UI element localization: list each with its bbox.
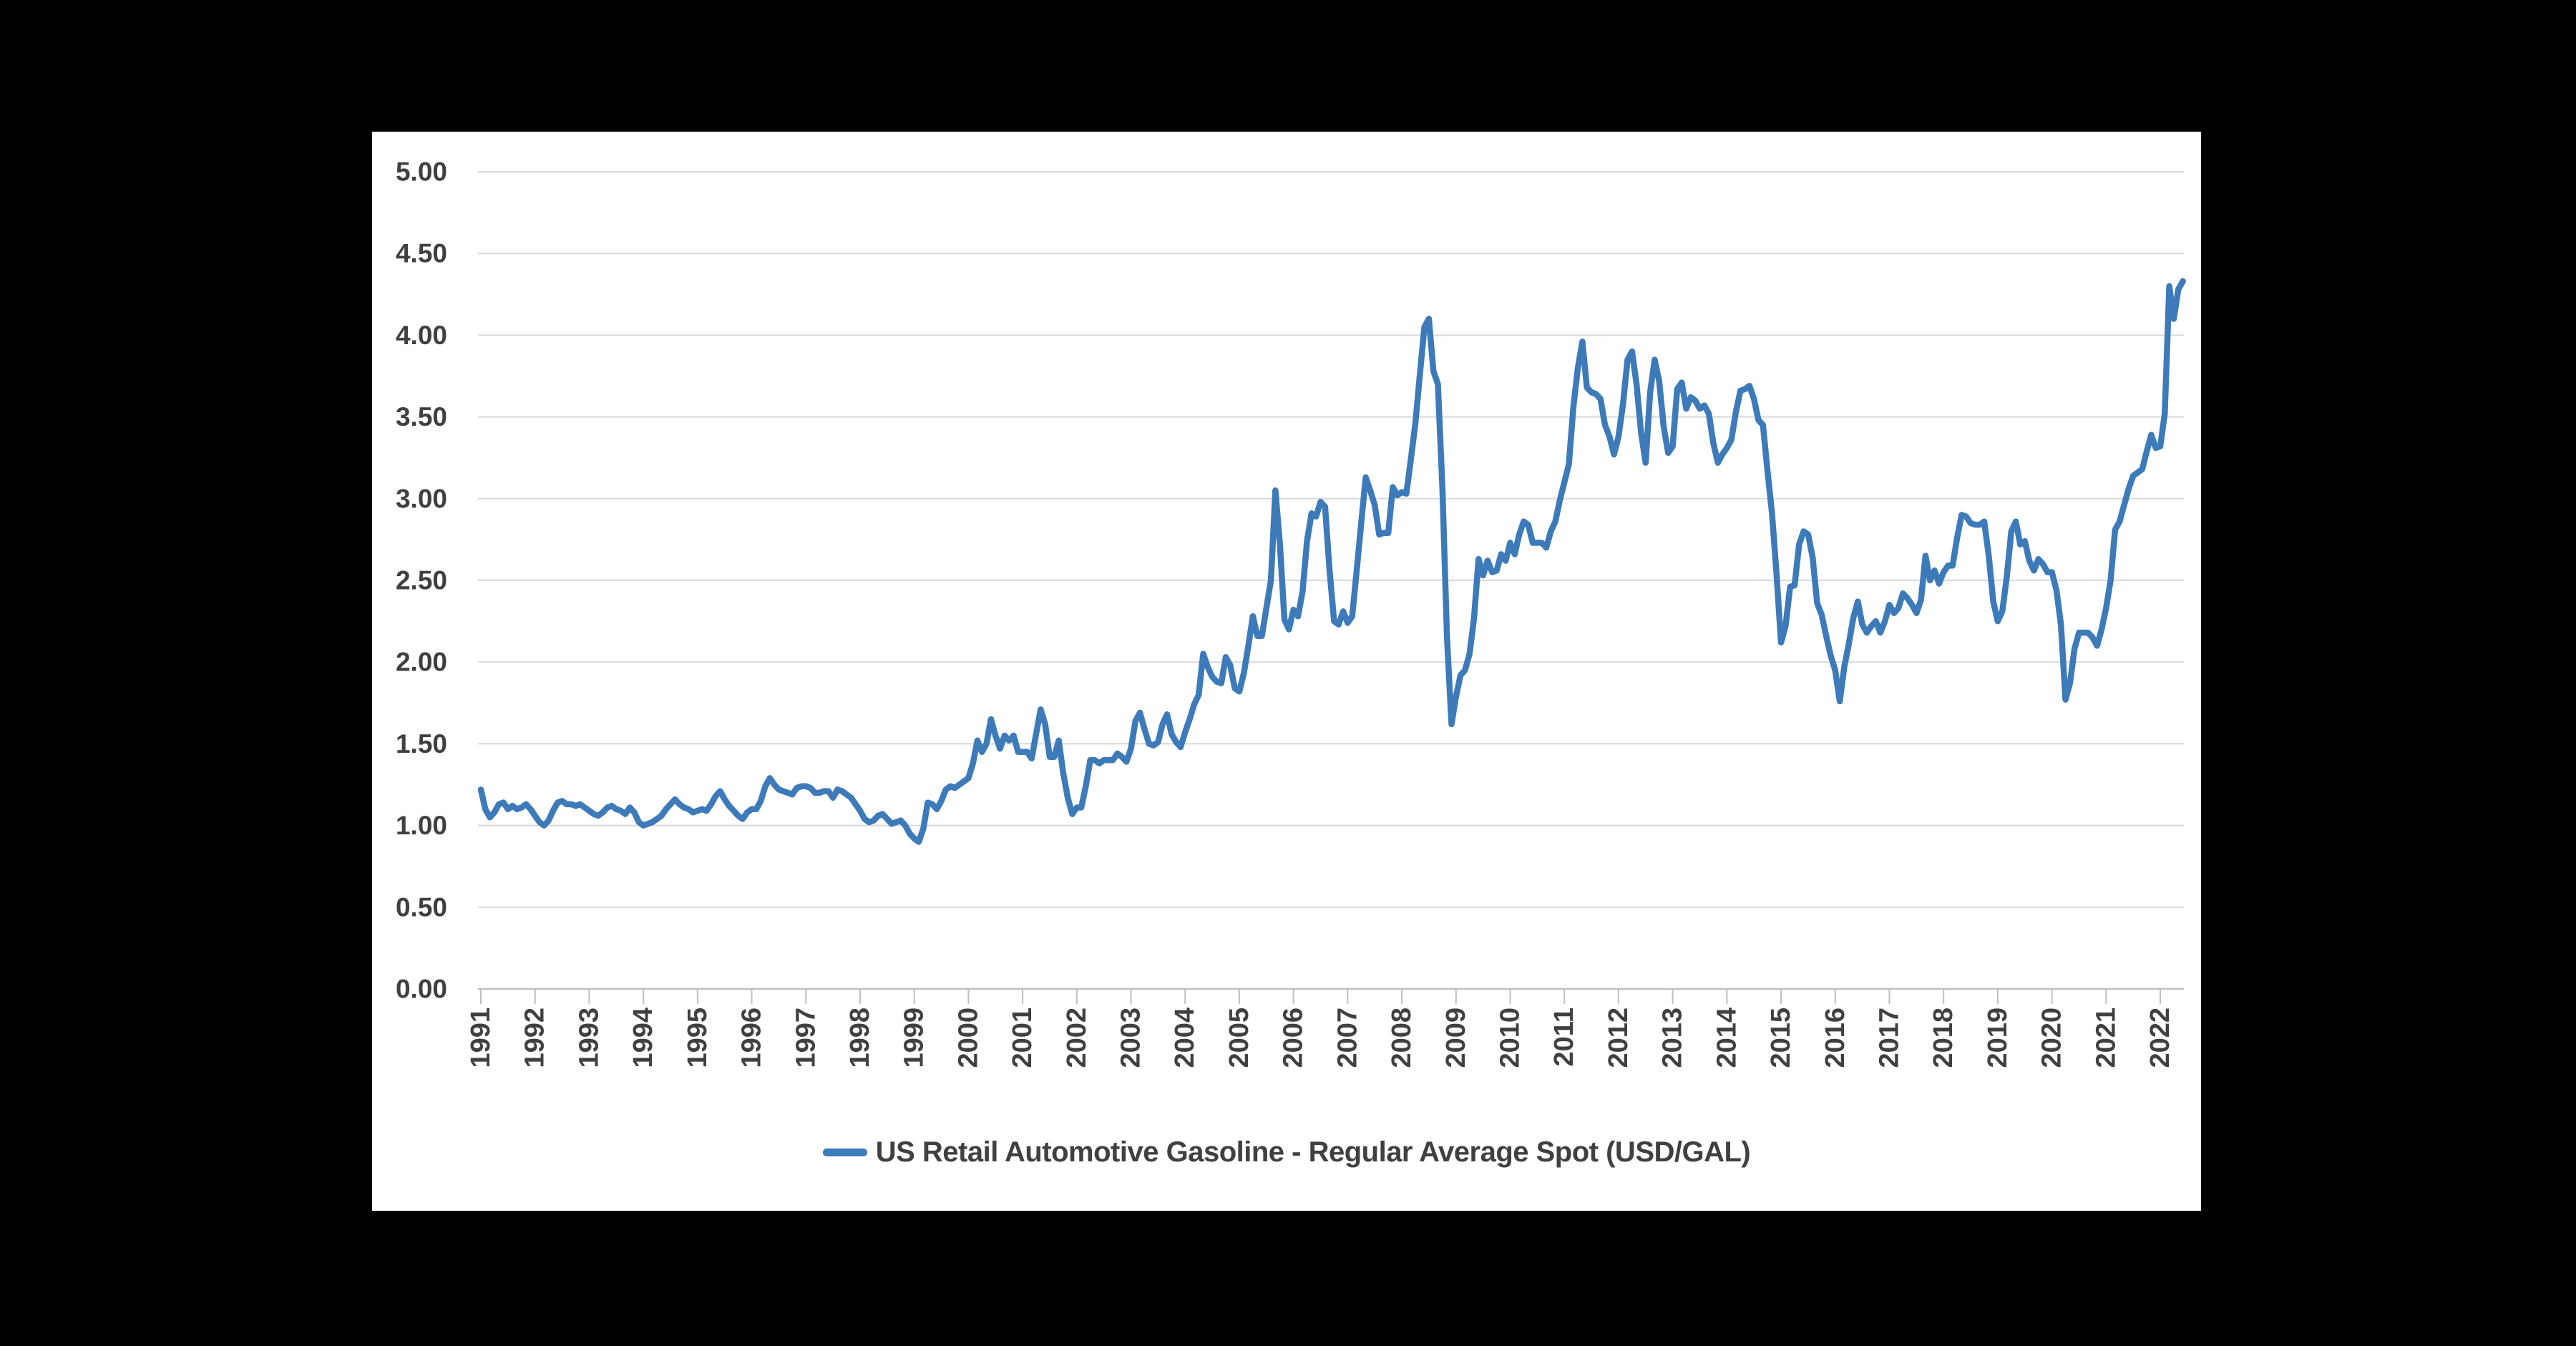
- y-tick-label: 0.00: [396, 975, 447, 1004]
- x-tick-label: 2001: [1008, 1008, 1038, 1068]
- x-tick-label: 2012: [1604, 1008, 1634, 1068]
- x-tick-label: 2022: [2145, 1008, 2175, 1068]
- x-tick-label: 2006: [1279, 1008, 1309, 1068]
- x-tick-label: 2003: [1116, 1008, 1146, 1068]
- chart-panel: 0.00 0.50 1.00 1.50 2.00 2.50 3.00 3.50 4.00 4.50…: [372, 132, 2201, 1211]
- y-tick-label: 3.50: [396, 402, 447, 431]
- x-tick-label: 1994: [628, 1008, 658, 1068]
- x-tick-label: 2011: [1549, 1008, 1579, 1066]
- x-tick-label: 1993: [574, 1008, 604, 1068]
- price-line-chart: 0.00 0.50 1.00 1.50 2.00 2.50 3.00 3.50 4.00 4.50…: [396, 157, 2186, 1068]
- x-tick-label: 2010: [1495, 1008, 1525, 1068]
- y-tick-label: 4.00: [396, 321, 447, 350]
- y-tick-label: 5.00: [396, 157, 447, 187]
- y-tick-label: 1.50: [396, 729, 447, 759]
- x-tick-label: 1996: [737, 1008, 767, 1068]
- y-tick-label: 0.50: [396, 892, 447, 922]
- x-tick-label: 2021: [2091, 1008, 2121, 1068]
- x-tick-label: 2017: [1874, 1008, 1904, 1068]
- chart-legend: US Retail Automotive Gasoline - Regular …: [372, 1136, 2201, 1169]
- x-tick-label: 2014: [1712, 1008, 1742, 1068]
- legend-label: US Retail Automotive Gasoline - Regular …: [875, 1136, 1751, 1168]
- x-tick-label: 2015: [1766, 1008, 1796, 1068]
- series-line: [477, 278, 2186, 845]
- x-tick-label: 2004: [1170, 1008, 1200, 1068]
- y-tick-label: 2.00: [396, 648, 447, 677]
- x-tick-label: 2013: [1658, 1008, 1688, 1068]
- y-tick-label: 2.50: [396, 566, 447, 595]
- x-tick-label: 2008: [1387, 1008, 1417, 1068]
- horizontal-gridlines: [478, 171, 2184, 908]
- y-tick-label: 3.00: [396, 484, 447, 513]
- x-tick-label: 2018: [1928, 1008, 1958, 1068]
- x-tick-label: 2005: [1224, 1008, 1254, 1068]
- x-tick-label: 1998: [845, 1008, 875, 1068]
- x-tick-label: 1995: [683, 1008, 713, 1068]
- legend-line-marker: [822, 1149, 867, 1156]
- y-tick-label: 1.00: [396, 811, 447, 840]
- x-tick-label: 2009: [1441, 1008, 1471, 1068]
- x-axis-labels: 1991 1992 1993 1994 1995 1996 1997 1998 1999 2000…: [466, 1008, 2175, 1068]
- x-tick-label: 2019: [1983, 1008, 2013, 1068]
- x-tick-label: 2020: [2037, 1008, 2067, 1068]
- x-tick-label: 1991: [466, 1008, 496, 1068]
- y-tick-label: 4.50: [396, 239, 447, 268]
- x-axis: [478, 987, 2184, 1004]
- y-axis-labels: 0.00 0.50 1.00 1.50 2.00 2.50 3.00 3.50 4.00 4.50…: [396, 157, 447, 1004]
- x-tick-label: 2000: [953, 1008, 983, 1068]
- x-tick-label: 2016: [1820, 1008, 1850, 1068]
- x-tick-label: 1997: [791, 1008, 821, 1068]
- x-tick-label: 2007: [1332, 1008, 1362, 1068]
- x-tick-label: 1992: [520, 1008, 550, 1068]
- x-tick-label: 1999: [899, 1008, 930, 1068]
- x-tick-label: 2002: [1062, 1008, 1092, 1068]
